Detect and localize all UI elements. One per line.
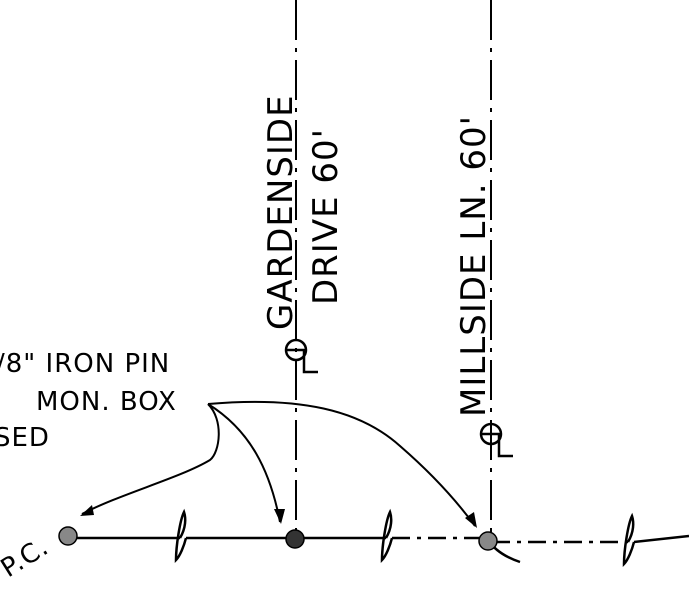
right-of-way-line bbox=[68, 508, 689, 568]
arrowhead-pc bbox=[80, 505, 94, 516]
note-line-1: /8" IRON PIN bbox=[0, 349, 170, 379]
monument-millside bbox=[478, 531, 498, 551]
gardenside-street-name: GARDENSIDE bbox=[261, 94, 301, 330]
note-leaders bbox=[81, 400, 476, 527]
millside-street-name: MILLSIDE LN. 60' bbox=[454, 115, 494, 417]
leader-to-gardenside bbox=[207, 403, 281, 523]
monument-gardenside bbox=[285, 529, 305, 549]
arrowhead-millside bbox=[465, 512, 477, 528]
leader-arrowheads bbox=[80, 505, 477, 528]
arrowhead-gardenside bbox=[274, 509, 285, 524]
millside-centerline-symbol bbox=[479, 422, 513, 458]
gardenside-street-width: DRIVE 60' bbox=[306, 128, 346, 305]
monument-pc bbox=[58, 526, 78, 546]
leader-to-millside bbox=[207, 400, 476, 527]
note-line-2: MON. BOX bbox=[36, 387, 177, 417]
gardenside-centerline-symbol bbox=[284, 338, 318, 374]
note-line-3: SED bbox=[0, 423, 50, 453]
pc-label: P.C. bbox=[0, 532, 54, 584]
leader-to-pc bbox=[81, 403, 220, 515]
